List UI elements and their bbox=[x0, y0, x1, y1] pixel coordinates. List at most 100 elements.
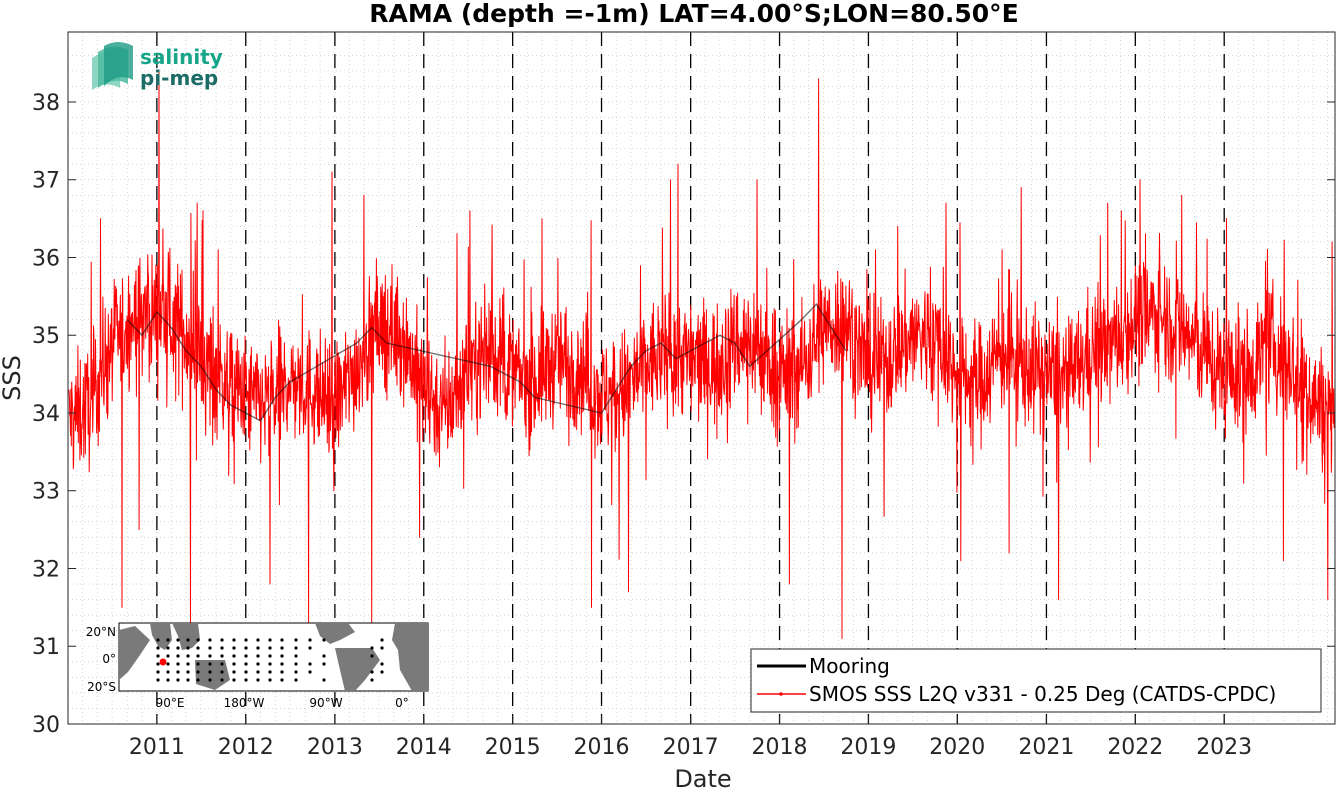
inset-mooring-dot bbox=[166, 638, 170, 642]
x-tick-label-2015: 2015 bbox=[485, 735, 541, 760]
inset-mooring-dot bbox=[280, 662, 284, 666]
inset-lat-label: 20°N bbox=[86, 625, 116, 639]
inset-mooring-dot bbox=[280, 670, 284, 674]
inset-mooring-dot bbox=[322, 678, 326, 682]
inset-mooring-dot bbox=[256, 638, 260, 642]
inset-mooring-dot bbox=[268, 638, 272, 642]
y-tick-label-30: 30 bbox=[32, 713, 60, 738]
inset-mooring-dot bbox=[186, 670, 190, 674]
x-tick-label-2012: 2012 bbox=[218, 735, 274, 760]
logo-waves-icon bbox=[92, 42, 133, 90]
inset-lon-label: 0° bbox=[395, 696, 409, 710]
y-tick-label-32: 32 bbox=[32, 557, 60, 582]
inset-lon-label: 90°E bbox=[156, 696, 185, 710]
inset-mooring-dot bbox=[220, 670, 224, 674]
inset-mooring-dot bbox=[370, 670, 374, 674]
inset-mooring-dot bbox=[176, 662, 180, 666]
x-tick-label-2014: 2014 bbox=[396, 735, 452, 760]
inset-mooring-dot bbox=[220, 678, 224, 682]
inset-lat-label: 0° bbox=[102, 652, 116, 666]
inset-mooring-dot bbox=[208, 670, 212, 674]
logo-line2: pi-mep bbox=[140, 66, 218, 90]
inset-mooring-dot bbox=[280, 678, 284, 682]
inset-mooring-dot bbox=[294, 654, 298, 658]
y-tick-label-38: 38 bbox=[32, 91, 60, 116]
inset-mooring-dot bbox=[166, 646, 170, 650]
inset-mooring-dot bbox=[196, 654, 200, 658]
y-tick-label-36: 36 bbox=[32, 246, 60, 271]
x-axis-label: Date bbox=[674, 765, 731, 790]
inset-mooring-dot bbox=[322, 662, 326, 666]
inset-mooring-dot bbox=[166, 670, 170, 674]
inset-mooring-dot bbox=[268, 646, 272, 650]
inset-mooring-dot bbox=[370, 678, 374, 682]
inset-mooring-dot bbox=[308, 638, 312, 642]
inset-mooring-dot bbox=[156, 662, 160, 666]
inset-mooring-dot bbox=[294, 638, 298, 642]
x-tick-label-2011: 2011 bbox=[129, 735, 185, 760]
inset-mooring-dot bbox=[156, 654, 160, 658]
inset-mooring-dot bbox=[196, 670, 200, 674]
inset-mooring-dot bbox=[196, 638, 200, 642]
inset-mooring-dot bbox=[280, 638, 284, 642]
inset-mooring-dot bbox=[256, 678, 260, 682]
inset-mooring-dot bbox=[308, 670, 312, 674]
x-tick-label-2020: 2020 bbox=[929, 735, 985, 760]
inset-mooring-dot bbox=[380, 646, 384, 650]
x-axis: 2011 2012 2013 2014 2015 2016 2017 2018 2019 2020… bbox=[129, 716, 1252, 760]
inset-mooring-dot bbox=[208, 638, 212, 642]
inset-map-labels: 20°N 0° 20°S 90°E 180°W 90°W 0° bbox=[86, 625, 409, 710]
inset-mooring-dot bbox=[232, 678, 236, 682]
x-tick-label-2023: 2023 bbox=[1196, 735, 1252, 760]
inset-mooring-dot bbox=[380, 662, 384, 666]
inset-station-marker bbox=[159, 658, 167, 666]
legend-label-mooring: Mooring bbox=[809, 654, 890, 678]
inset-mooring-dot bbox=[294, 646, 298, 650]
inset-mooring-dot bbox=[244, 638, 248, 642]
inset-mooring-dot bbox=[308, 662, 312, 666]
inset-mooring-dot bbox=[232, 646, 236, 650]
inset-mooring-dot bbox=[232, 654, 236, 658]
inset-mooring-dot bbox=[208, 646, 212, 650]
series-layer bbox=[68, 70, 1335, 639]
inset-mooring-dot bbox=[232, 638, 236, 642]
inset-mooring-dot bbox=[220, 638, 224, 642]
legend-swatch-smos-marker bbox=[779, 692, 783, 696]
legend-box bbox=[750, 648, 1322, 713]
inset-mooring-dot bbox=[294, 662, 298, 666]
inset-mooring-dot bbox=[166, 662, 170, 666]
inset-mooring-dot bbox=[268, 662, 272, 666]
inset-mooring-dots bbox=[156, 638, 384, 682]
inset-mooring-dot bbox=[220, 654, 224, 658]
inset-mooring-dot bbox=[380, 670, 384, 674]
y-tick-label-34: 34 bbox=[32, 402, 60, 427]
inset-mooring-dot bbox=[220, 646, 224, 650]
y-tick-label-33: 33 bbox=[32, 480, 60, 505]
inset-mooring-dot bbox=[208, 678, 212, 682]
inset-mooring-dot bbox=[370, 646, 374, 650]
inset-mooring-dot bbox=[156, 646, 160, 650]
x-tick-label-2017: 2017 bbox=[663, 735, 719, 760]
inset-mooring-dot bbox=[380, 638, 384, 642]
x-tick-label-2022: 2022 bbox=[1107, 735, 1163, 760]
x-tick-label-2019: 2019 bbox=[840, 735, 896, 760]
inset-mooring-dot bbox=[370, 654, 374, 658]
inset-mooring-dot bbox=[294, 678, 298, 682]
x-tick-label-2018: 2018 bbox=[752, 735, 808, 760]
inset-mooring-dot bbox=[208, 654, 212, 658]
inset-mooring-dot bbox=[232, 662, 236, 666]
inset-mooring-dot bbox=[176, 670, 180, 674]
inset-mooring-dot bbox=[268, 678, 272, 682]
inset-mooring-dot bbox=[268, 654, 272, 658]
inset-mooring-dot bbox=[244, 646, 248, 650]
inset-mooring-dot bbox=[186, 662, 190, 666]
inset-mooring-dot bbox=[294, 670, 298, 674]
inset-mooring-dot bbox=[280, 654, 284, 658]
inset-mooring-dot bbox=[244, 670, 248, 674]
inset-mooring-dot bbox=[244, 662, 248, 666]
y-axis: 30 31 32 33 34 35 36 37 38 bbox=[32, 91, 1335, 738]
y-tick-label-35: 35 bbox=[32, 324, 60, 349]
y-tick-label-31: 31 bbox=[32, 635, 60, 660]
inset-mooring-dot bbox=[244, 654, 248, 658]
